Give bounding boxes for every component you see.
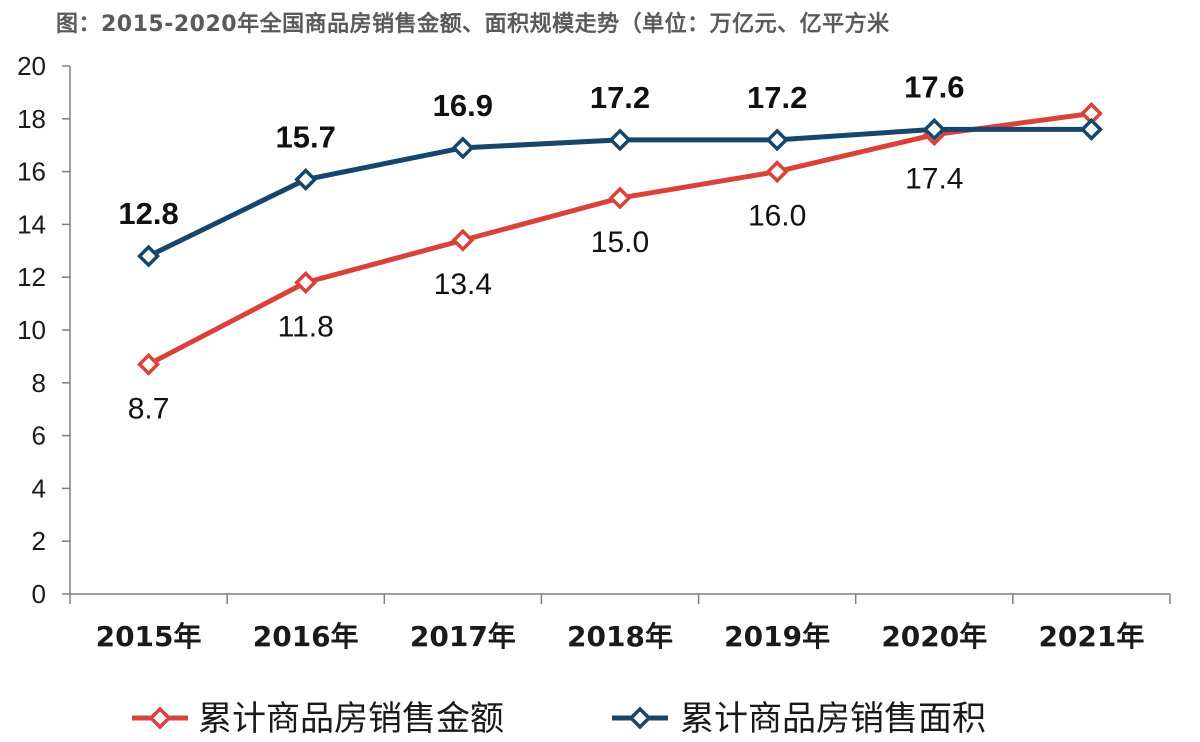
y-tick-label: 16 — [17, 157, 46, 187]
data-label: 17.2 — [747, 80, 807, 115]
data-label: 17.2 — [590, 80, 650, 115]
data-point — [451, 136, 475, 160]
data-label: 17.6 — [904, 69, 964, 104]
data-point — [451, 228, 475, 252]
x-tick-label: 2020年 — [881, 620, 987, 653]
x-tick-label: 2019年 — [724, 620, 830, 653]
data-label: 15.7 — [276, 120, 336, 155]
x-tick-label: 2015年 — [96, 620, 202, 653]
data-label: 15.0 — [591, 226, 649, 259]
data-point — [922, 117, 946, 141]
y-tick-label: 14 — [17, 209, 46, 239]
y-tick-label: 2 — [32, 526, 46, 556]
legend: 累计商品房销售金额 累计商品房销售面积 — [132, 699, 986, 739]
legend-label: 累计商品房销售金额 — [198, 699, 504, 739]
series-sales-area — [137, 117, 1103, 268]
data-point — [137, 244, 161, 268]
y-tick-label: 0 — [32, 579, 46, 609]
data-labels: 8.7 11.8 13.4 15.0 16.0 17.4 12.8 15.7 16.9 17.2 1… — [118, 69, 964, 425]
data-point — [294, 168, 318, 191]
axes: 0 2 4 6 8 10 12 14 16 18 20 2015年 2016年 2017年 2018年 201… — [17, 51, 1171, 653]
y-tick-label: 4 — [32, 473, 46, 503]
x-tick-label: 2016年 — [253, 620, 359, 653]
data-label: 16.0 — [748, 200, 806, 233]
legend-label: 累计商品房销售面积 — [680, 699, 986, 739]
data-label: 16.9 — [433, 88, 493, 123]
x-tick-label: 2017年 — [410, 620, 516, 653]
y-tick-label: 6 — [32, 421, 46, 451]
data-point — [294, 271, 318, 294]
legend-item-sales-amount: 累计商品房销售金额 — [132, 699, 504, 739]
data-label: 8.7 — [128, 392, 170, 425]
series-layer — [137, 102, 1103, 376]
y-tick-label: 10 — [17, 315, 46, 345]
data-point — [608, 186, 632, 210]
y-tick-label: 8 — [32, 368, 46, 398]
x-tick-label: 2021年 — [1038, 620, 1144, 653]
data-label: 17.4 — [905, 163, 963, 196]
legend-swatch-marker — [628, 706, 652, 730]
data-label: 12.8 — [118, 196, 178, 231]
legend-item-sales-area: 累计商品房销售面积 — [612, 699, 986, 739]
y-tick-label: 12 — [17, 262, 46, 292]
x-tick-label: 2018年 — [567, 620, 673, 653]
data-point — [1079, 117, 1103, 141]
y-tick-label: 20 — [17, 51, 46, 81]
data-point — [765, 160, 789, 184]
data-label: 11.8 — [278, 310, 334, 343]
data-point — [137, 352, 161, 376]
legend-swatch-marker — [148, 706, 172, 730]
y-tick-label: 18 — [17, 104, 46, 134]
chart-title: 图：2015-2020年全国商品房销售金额、面积规模走势（单位：万亿元、亿平方米 — [56, 12, 890, 37]
data-label: 13.4 — [434, 268, 492, 301]
data-point — [608, 128, 632, 152]
data-point — [765, 128, 789, 152]
